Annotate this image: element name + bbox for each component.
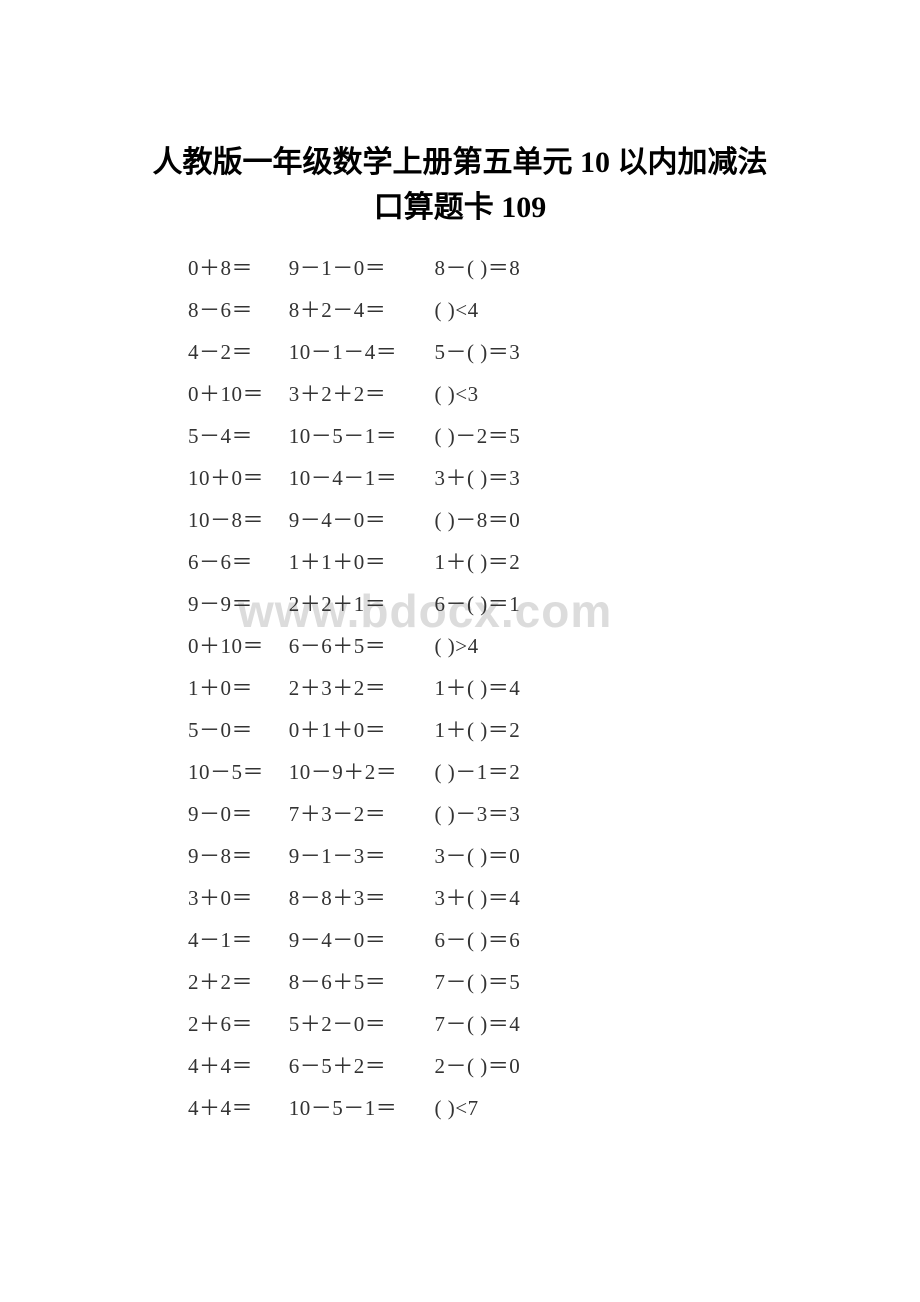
problem-cell: 2－( )＝0: [435, 1056, 555, 1077]
problem-cell: ( )－2＝5: [435, 426, 555, 447]
problem-row: 9－0＝ 7＋3－2＝ ( )－3＝3: [188, 804, 820, 825]
problem-cell: ( )－8＝0: [435, 510, 555, 531]
problem-cell: 2＋3＋2＝: [289, 678, 429, 699]
problem-cell: 8＋2－4＝: [289, 300, 429, 321]
problem-cell: 1＋( )＝2: [435, 720, 555, 741]
problem-cell: 3＋( )＝4: [435, 888, 555, 909]
problem-cell: 5－4＝: [188, 426, 283, 447]
problem-cell: 2＋2＝: [188, 972, 283, 993]
problem-cell: 6－5＋2＝: [289, 1056, 429, 1077]
problem-cell: 0＋10＝: [188, 384, 283, 405]
problem-cell: 3＋0＝: [188, 888, 283, 909]
problem-cell: 4－1＝: [188, 930, 283, 951]
problem-row: 0＋10＝ 3＋2＋2＝ ( )<3: [188, 384, 820, 405]
problem-cell: 9－0＝: [188, 804, 283, 825]
problem-cell: 10－5－1＝: [289, 426, 429, 447]
page-container: 人教版一年级数学上册第五单元 10 以内加减法 口算题卡 109 0＋8＝ 9－…: [0, 0, 920, 1200]
problem-cell: ( )<4: [435, 300, 555, 321]
problem-cell: 7＋3－2＝: [289, 804, 429, 825]
problem-cell: 5－0＝: [188, 720, 283, 741]
problem-cell: ( )－1＝2: [435, 762, 555, 783]
problem-cell: 3＋( )＝3: [435, 468, 555, 489]
problem-cell: 5－( )＝3: [435, 342, 555, 363]
problem-cell: 1＋1＋0＝: [289, 552, 429, 573]
problem-row: 5－0＝ 0＋1＋0＝ 1＋( )＝2: [188, 720, 820, 741]
problem-cell: 8－8＋3＝: [289, 888, 429, 909]
problem-cell: 2＋2＋1＝: [289, 594, 429, 615]
problem-cell: 10－9＋2＝: [289, 762, 429, 783]
problem-cell: 4＋4＝: [188, 1056, 283, 1077]
problem-cell: 0＋1＋0＝: [289, 720, 429, 741]
problem-cell: 9－8＝: [188, 846, 283, 867]
problem-row: 4－1＝ 9－4－0＝ 6－( )＝6: [188, 930, 820, 951]
problem-cell: 1＋( )＝4: [435, 678, 555, 699]
problem-cell: 2＋6＝: [188, 1014, 283, 1035]
problem-row: 1＋0＝ 2＋3＋2＝ 1＋( )＝4: [188, 678, 820, 699]
problem-cell: 5＋2－0＝: [289, 1014, 429, 1035]
problem-cell: 8－6＝: [188, 300, 283, 321]
problem-row: 0＋8＝ 9－1－0＝ 8－( )＝8: [188, 258, 820, 279]
problem-cell: 3－( )＝0: [435, 846, 555, 867]
problem-cell: 4－2＝: [188, 342, 283, 363]
problem-row: 9－9＝ 2＋2＋1＝ 6－( )＝1: [188, 594, 820, 615]
problem-cell: 0＋10＝: [188, 636, 283, 657]
title-line-2: 口算题卡 109: [100, 185, 820, 230]
problem-cell: 8－6＋5＝: [289, 972, 429, 993]
title-line-1: 人教版一年级数学上册第五单元 10 以内加减法: [100, 140, 820, 185]
problem-cell: 9－4－0＝: [289, 510, 429, 531]
problem-row: 10－8＝ 9－4－0＝ ( )－8＝0: [188, 510, 820, 531]
problem-row: 8－6＝ 8＋2－4＝ ( )<4: [188, 300, 820, 321]
problem-row: 10＋0＝ 10－4－1＝ 3＋( )＝3: [188, 468, 820, 489]
problem-cell: 9－1－3＝: [289, 846, 429, 867]
problem-cell: 6－( )＝6: [435, 930, 555, 951]
problem-cell: ( )－3＝3: [435, 804, 555, 825]
problem-cell: 6－( )＝1: [435, 594, 555, 615]
problem-cell: 10－4－1＝: [289, 468, 429, 489]
problem-cell: 4＋4＝: [188, 1098, 283, 1119]
problem-cell: 1＋( )＝2: [435, 552, 555, 573]
problem-row: 2＋6＝ 5＋2－0＝ 7－( )＝4: [188, 1014, 820, 1035]
problem-row: 9－8＝ 9－1－3＝ 3－( )＝0: [188, 846, 820, 867]
problem-cell: 6－6＝: [188, 552, 283, 573]
problem-row: 4＋4＝ 10－5－1＝ ( )<7: [188, 1098, 820, 1119]
problem-cell: 10－5＝: [188, 762, 283, 783]
problem-cell: 1＋0＝: [188, 678, 283, 699]
problem-cell: ( )>4: [435, 636, 555, 657]
problem-cell: 7－( )＝4: [435, 1014, 555, 1035]
problem-row: 2＋2＝ 8－6＋5＝ 7－( )＝5: [188, 972, 820, 993]
problem-cell: 9－1－0＝: [289, 258, 429, 279]
problem-cell: 7－( )＝5: [435, 972, 555, 993]
problem-cell: ( )<3: [435, 384, 555, 405]
problem-row: 3＋0＝ 8－8＋3＝ 3＋( )＝4: [188, 888, 820, 909]
problem-row: 4＋4＝ 6－5＋2＝ 2－( )＝0: [188, 1056, 820, 1077]
problems-container: 0＋8＝ 9－1－0＝ 8－( )＝8 8－6＝ 8＋2－4＝ ( )<4 4－…: [100, 258, 820, 1119]
problem-row: 0＋10＝ 6－6＋5＝ ( )>4: [188, 636, 820, 657]
problem-cell: ( )<7: [435, 1098, 555, 1119]
problem-row: 4－2＝ 10－1－4＝ 5－( )＝3: [188, 342, 820, 363]
problem-cell: 6－6＋5＝: [289, 636, 429, 657]
document-title: 人教版一年级数学上册第五单元 10 以内加减法 口算题卡 109: [100, 140, 820, 230]
problem-cell: 9－9＝: [188, 594, 283, 615]
problem-cell: 10－1－4＝: [289, 342, 429, 363]
problem-cell: 8－( )＝8: [435, 258, 555, 279]
problem-cell: 0＋8＝: [188, 258, 283, 279]
problem-row: 10－5＝ 10－9＋2＝ ( )－1＝2: [188, 762, 820, 783]
problem-row: 6－6＝ 1＋1＋0＝ 1＋( )＝2: [188, 552, 820, 573]
problem-cell: 3＋2＋2＝: [289, 384, 429, 405]
problem-cell: 10＋0＝: [188, 468, 283, 489]
problem-row: 5－4＝ 10－5－1＝ ( )－2＝5: [188, 426, 820, 447]
problem-cell: 9－4－0＝: [289, 930, 429, 951]
problem-cell: 10－8＝: [188, 510, 283, 531]
problem-cell: 10－5－1＝: [289, 1098, 429, 1119]
